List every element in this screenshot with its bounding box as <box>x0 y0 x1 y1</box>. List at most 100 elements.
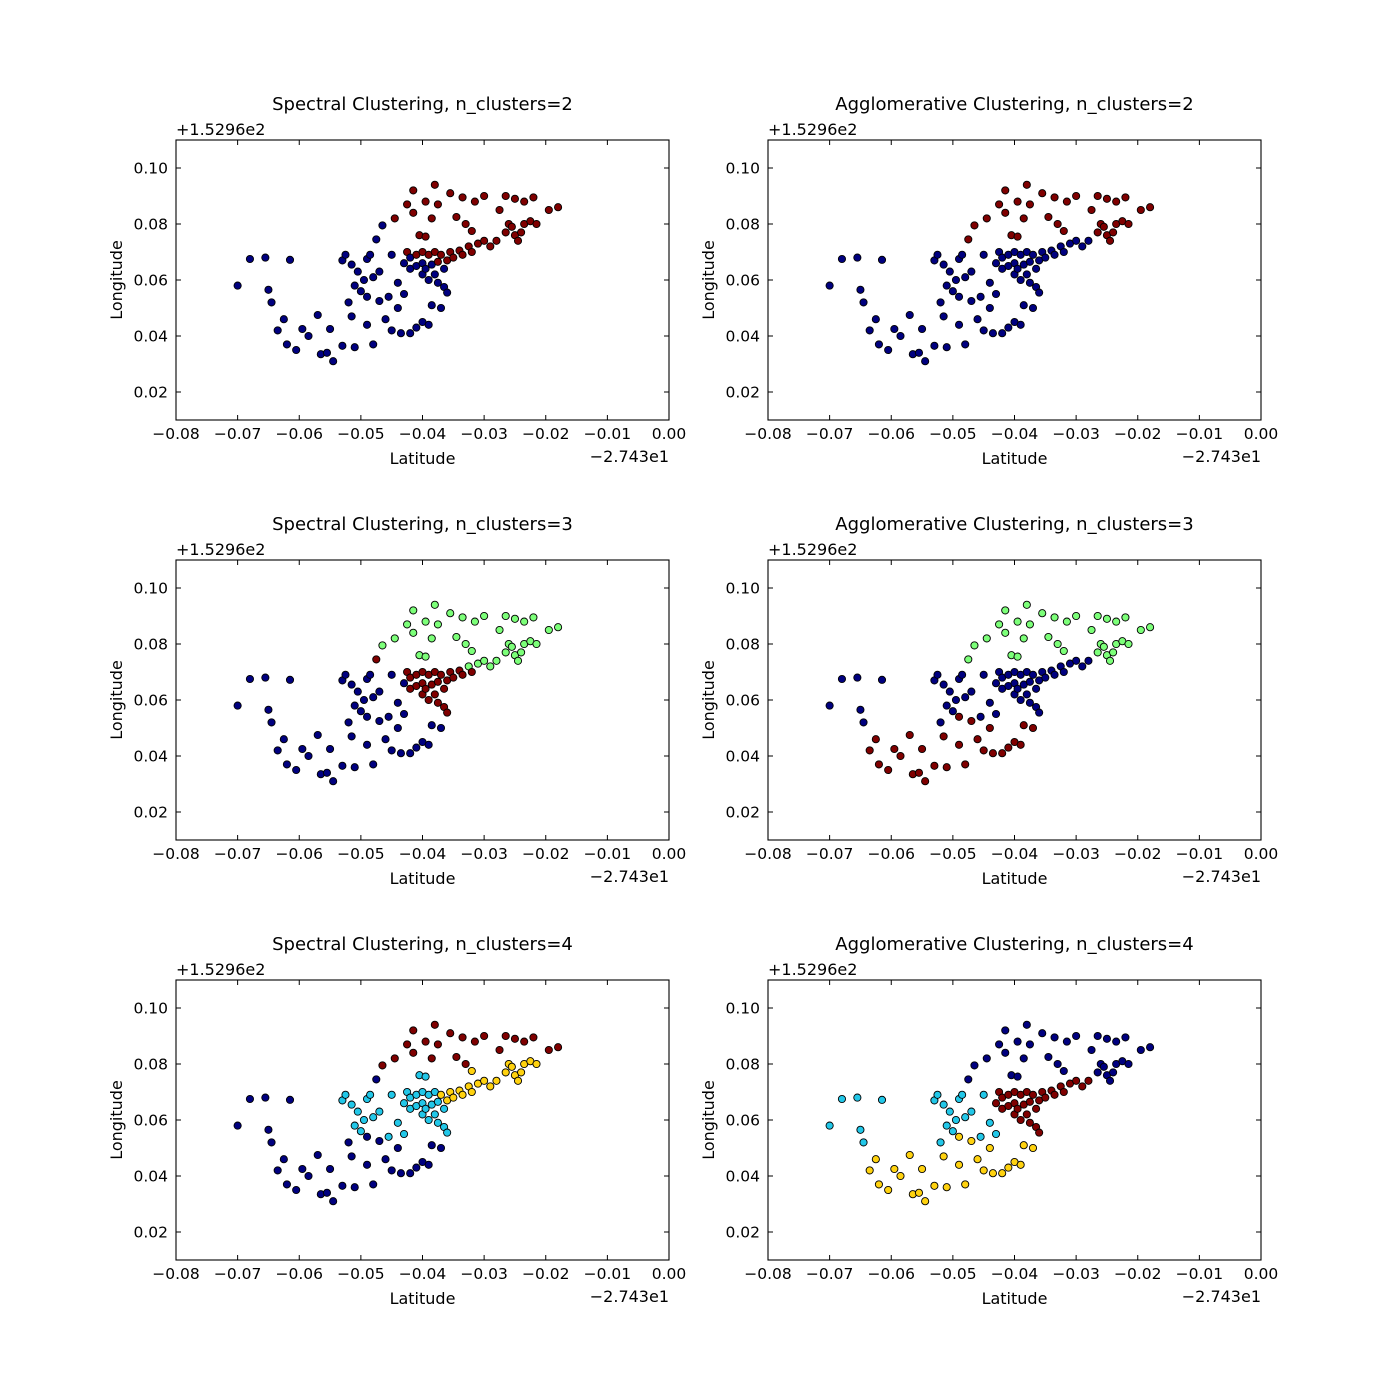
x-tick-label: −0.02 <box>1114 425 1162 443</box>
data-point <box>1121 1033 1130 1042</box>
data-point <box>492 1076 501 1085</box>
data-point <box>427 1054 436 1063</box>
data-point <box>1078 662 1087 671</box>
data-point <box>427 721 436 730</box>
x-tick-label: −0.01 <box>1176 845 1224 863</box>
x-tick-label: −0.07 <box>806 425 854 443</box>
x-tick-label: −0.06 <box>276 845 324 863</box>
data-point <box>856 1125 865 1134</box>
data-point <box>1112 1037 1121 1046</box>
data-point <box>501 228 510 237</box>
data-point <box>381 315 390 324</box>
data-point <box>991 1129 1001 1139</box>
data-point <box>233 701 242 710</box>
data-point <box>366 250 375 259</box>
data-point <box>976 292 985 301</box>
x-offset-label: −2.743e1 <box>590 867 669 886</box>
data-point <box>967 1136 976 1146</box>
data-point <box>942 701 951 710</box>
x-tick-label: −0.06 <box>276 425 324 443</box>
data-point <box>501 611 510 621</box>
data-point <box>513 236 523 245</box>
x-offset-label: −2.743e1 <box>1182 867 1261 886</box>
data-point <box>384 1132 393 1141</box>
data-point <box>264 705 273 714</box>
data-point <box>507 222 516 231</box>
data-point <box>985 1118 994 1127</box>
x-tick-label: −0.07 <box>214 845 262 863</box>
data-point <box>427 634 436 643</box>
data-point <box>1025 620 1034 629</box>
data-point <box>1099 642 1108 651</box>
data-point <box>1084 1076 1093 1085</box>
data-point <box>322 1188 332 1197</box>
data-point <box>436 1143 446 1153</box>
data-point <box>532 1059 541 1069</box>
data-point <box>446 1029 455 1038</box>
data-point <box>1121 193 1130 202</box>
x-tick-label: −0.03 <box>460 845 508 863</box>
data-point <box>1022 1110 1031 1119</box>
data-point <box>480 1076 489 1085</box>
data-point <box>393 723 402 733</box>
data-point <box>837 674 847 684</box>
data-point <box>1093 648 1102 657</box>
data-point <box>1102 614 1111 623</box>
data-point <box>433 200 442 209</box>
data-point <box>948 287 957 296</box>
data-point <box>399 1129 409 1139</box>
data-point <box>995 200 1004 209</box>
data-point <box>1146 623 1155 632</box>
plot-area <box>175 979 670 1261</box>
x-tick-label: 0.00 <box>652 425 687 443</box>
data-point <box>532 219 541 229</box>
x-axis-label: Latitude <box>390 1289 456 1308</box>
data-point <box>961 760 970 769</box>
x-tick-label: −0.01 <box>1176 425 1224 443</box>
data-point <box>961 340 970 349</box>
data-point <box>874 340 883 349</box>
data-point <box>985 278 994 287</box>
data-point <box>939 260 948 269</box>
data-point <box>979 670 988 679</box>
data-point <box>393 698 402 707</box>
y-offset-label: +1.5296e2 <box>768 120 857 139</box>
data-point <box>948 1127 957 1136</box>
data-point <box>951 275 961 285</box>
data-point <box>267 298 276 307</box>
data-point <box>1016 1160 1025 1169</box>
x-tick-label: −0.04 <box>399 845 447 863</box>
data-point <box>930 341 939 350</box>
y-tick-label: 0.04 <box>725 1168 760 1186</box>
data-point <box>421 197 430 206</box>
x-axis-label: Latitude <box>982 449 1048 468</box>
data-point <box>1019 721 1028 730</box>
data-point <box>554 1043 563 1052</box>
data-point <box>467 247 476 257</box>
data-point <box>440 1104 449 1113</box>
data-point <box>942 1121 951 1130</box>
data-point <box>988 749 997 758</box>
data-point <box>967 687 976 696</box>
data-point <box>905 1150 914 1160</box>
data-point <box>1112 617 1121 626</box>
data-point <box>313 1150 322 1160</box>
data-point <box>914 1188 924 1197</box>
data-point <box>1050 1090 1059 1099</box>
data-point <box>492 236 501 245</box>
data-point <box>279 315 288 324</box>
data-point <box>347 260 356 269</box>
data-point <box>859 1138 868 1147</box>
data-point <box>1105 236 1115 245</box>
data-point <box>936 1138 945 1147</box>
data-point <box>985 1143 994 1153</box>
x-tick-label: −0.02 <box>522 425 570 443</box>
data-point <box>1053 639 1062 649</box>
data-point <box>520 617 529 626</box>
data-point <box>436 303 446 313</box>
data-point <box>1099 222 1108 231</box>
plot-title: Agglomerative Clustering, n_clusters=2 <box>835 94 1193 115</box>
y-axis-label: Longitude <box>699 1080 718 1160</box>
data-point <box>245 674 254 684</box>
